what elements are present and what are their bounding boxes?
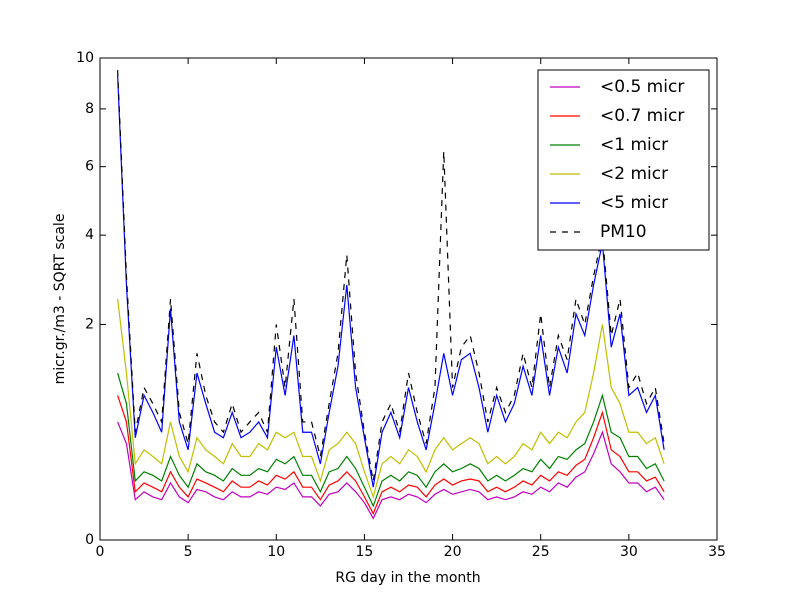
y-tick-label: 8 xyxy=(85,101,94,117)
x-tick-label: 35 xyxy=(708,544,726,560)
x-tick-label: 5 xyxy=(184,544,193,560)
legend-label: <0.7 micr xyxy=(600,106,684,126)
legend-label: <1 micr xyxy=(600,135,668,155)
y-tick-label: 10 xyxy=(76,50,94,66)
y-tick-label: 6 xyxy=(85,159,94,175)
y-tick-label: 0 xyxy=(85,532,94,548)
y-axis-label: micr.gr./m3 - SQRT scale xyxy=(52,214,68,385)
x-axis-label: RG day in the month xyxy=(335,570,480,586)
data-line xyxy=(117,421,665,520)
x-tick-label: 25 xyxy=(532,544,550,560)
legend-label: <5 micr xyxy=(600,193,668,213)
y-tick-label: 2 xyxy=(85,316,94,332)
legend-label: <0.5 micr xyxy=(600,77,684,97)
data-line xyxy=(117,395,665,516)
legend-label: PM10 xyxy=(600,222,647,242)
data-line xyxy=(117,75,665,488)
y-tick-label: 4 xyxy=(85,227,94,243)
x-tick-label: 0 xyxy=(96,544,105,560)
x-tick-label: 20 xyxy=(444,544,462,560)
plot-frame xyxy=(99,57,718,541)
x-tick-label: 15 xyxy=(356,544,374,560)
data-line xyxy=(117,298,665,499)
legend-box xyxy=(537,69,710,251)
legend-label: <2 micr xyxy=(600,164,668,184)
data-line xyxy=(117,372,665,508)
x-tick-label: 30 xyxy=(620,544,638,560)
x-tick-label: 10 xyxy=(267,544,285,560)
